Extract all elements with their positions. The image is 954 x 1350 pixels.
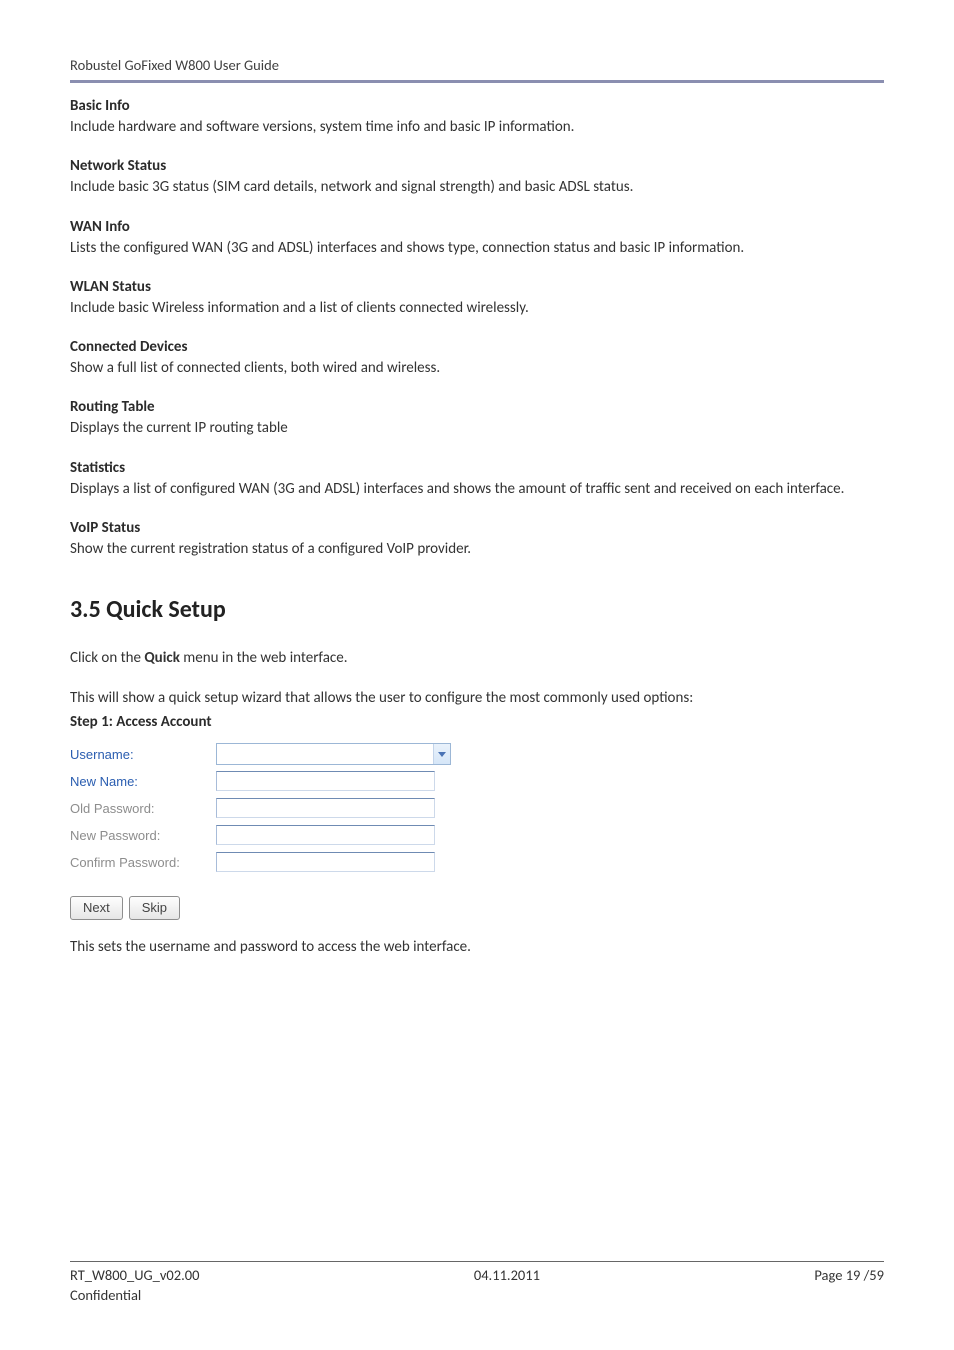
button-row: Next Skip	[70, 896, 468, 920]
info-section-body: Show the current registration status of …	[70, 539, 884, 559]
username-label: Username:	[70, 747, 216, 762]
info-section-body: Include basic 3G status (SIM card detail…	[70, 177, 884, 197]
footer-date: 04.11.2011	[474, 1266, 540, 1284]
newname-input[interactable]	[216, 771, 435, 791]
footer-confidential: Confidential	[70, 1286, 884, 1304]
next-button[interactable]: Next	[70, 896, 123, 920]
form-row-username: Username:	[70, 741, 468, 768]
confirmpass-label: Confirm Password:	[70, 855, 216, 870]
info-section: Basic Info Include hardware and software …	[70, 97, 884, 137]
footer-doc-id: RT_W800_UG_v02.00	[70, 1266, 199, 1284]
info-section: WAN Info Lists the configured WAN (3G and…	[70, 218, 884, 258]
form-row-newpass: New Password:	[70, 822, 468, 849]
info-section: Connected Devices Show a full list of con…	[70, 338, 884, 378]
info-section-body: Displays a list of configured WAN (3G an…	[70, 479, 884, 499]
intro-pre: Click on the	[70, 649, 144, 667]
info-section: VoIP Status Show the current registration…	[70, 519, 884, 559]
info-section-title: Connected Devices	[70, 338, 884, 356]
post-form-text: This sets the username and password to a…	[70, 938, 884, 956]
newname-label: New Name:	[70, 774, 216, 789]
form-row-oldpass: Old Password:	[70, 795, 468, 822]
info-section-title: Network Status	[70, 157, 884, 175]
info-section-body: Include hardware and software versions, …	[70, 117, 884, 137]
info-section: Routing Table Displays the current IP rou…	[70, 398, 884, 438]
info-section-title: WLAN Status	[70, 278, 884, 296]
footer-rule	[70, 1261, 884, 1262]
dropdown-arrow-button[interactable]	[433, 744, 450, 764]
skip-button[interactable]: Skip	[129, 896, 180, 920]
oldpass-input[interactable]	[216, 798, 435, 818]
page: Robustel GoFixed W800 User Guide Basic I…	[0, 0, 954, 1350]
confirmpass-input[interactable]	[216, 852, 435, 872]
info-section: Statistics Displays a list of configured …	[70, 459, 884, 499]
info-section-title: Routing Table	[70, 398, 884, 416]
info-section: Network Status Include basic 3G status (S…	[70, 157, 884, 197]
info-section-body: Displays the current IP routing table	[70, 418, 884, 438]
info-section-title: VoIP Status	[70, 519, 884, 537]
footer-page: Page 19 /59	[814, 1266, 884, 1284]
info-section-title: Statistics	[70, 459, 884, 477]
header-rule	[70, 80, 884, 83]
section-heading-quick-setup: 3.5 Quick Setup	[70, 595, 884, 624]
info-section: WLAN Status Include basic Wireless inform…	[70, 278, 884, 318]
sections-container: Basic Info Include hardware and software …	[70, 97, 884, 559]
step-title: Step 1: Access Account	[70, 713, 884, 731]
username-select[interactable]	[216, 743, 451, 765]
wizard-line: This will show a quick setup wizard that…	[70, 688, 884, 708]
form-row-newname: New Name:	[70, 768, 468, 795]
newpass-input[interactable]	[216, 825, 435, 845]
intro-paragraph: Click on the Quick menu in the web inter…	[70, 648, 884, 668]
oldpass-label: Old Password:	[70, 801, 216, 816]
chevron-down-icon	[438, 752, 446, 757]
footer-row: RT_W800_UG_v02.00 04.11.2011 Page 19 /59	[70, 1266, 884, 1284]
info-section-body: Lists the configured WAN (3G and ADSL) i…	[70, 238, 884, 258]
intro-post: menu in the web interface.	[180, 649, 348, 667]
form-row-confirmpass: Confirm Password:	[70, 849, 468, 876]
info-section-body: Show a full list of connected clients, b…	[70, 358, 884, 378]
newpass-label: New Password:	[70, 828, 216, 843]
info-section-body: Include basic Wireless information and a…	[70, 298, 884, 318]
page-footer: RT_W800_UG_v02.00 04.11.2011 Page 19 /59…	[70, 1261, 884, 1304]
doc-header-title: Robustel GoFixed W800 User Guide	[70, 56, 884, 74]
access-account-form: Username: New Name: Old Password: New Pa…	[70, 741, 468, 920]
info-section-title: WAN Info	[70, 218, 884, 236]
intro-bold: Quick	[144, 649, 180, 667]
info-section-title: Basic Info	[70, 97, 884, 115]
